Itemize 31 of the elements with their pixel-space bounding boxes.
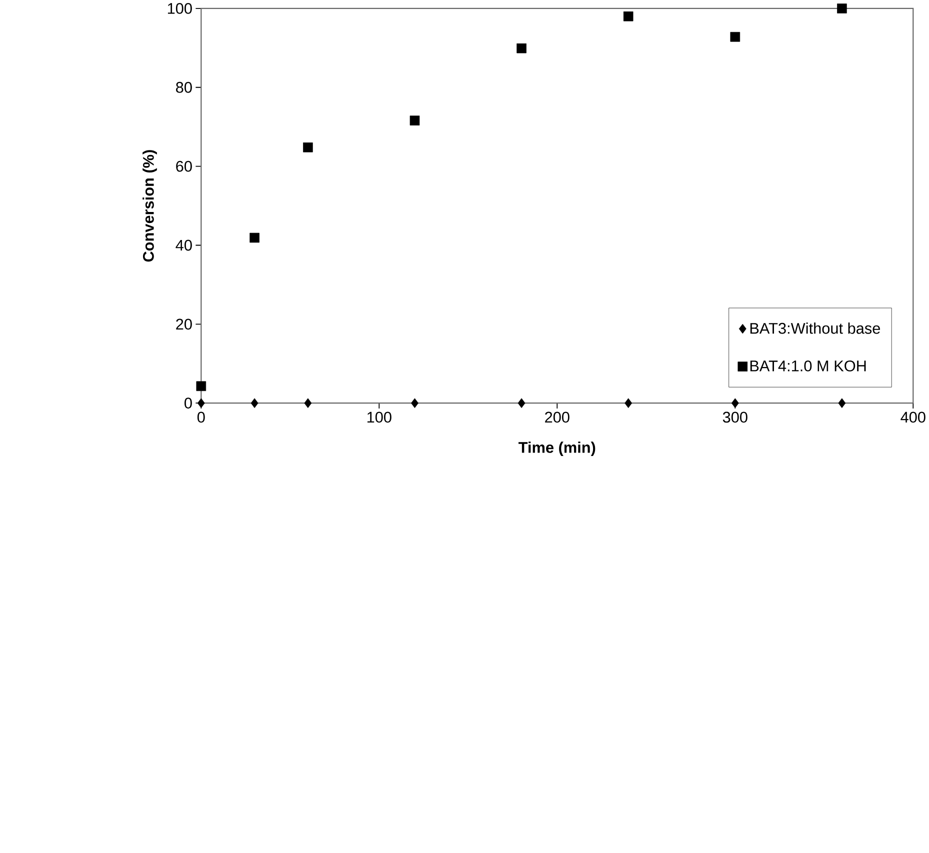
point — [304, 398, 312, 408]
point — [730, 32, 740, 42]
point — [838, 398, 846, 408]
point — [516, 43, 526, 54]
point — [411, 398, 418, 408]
y-tick-label: 20 — [176, 318, 192, 330]
x-tick-label: 0 — [197, 412, 205, 423]
legend-label: BAT4:1.0 M KOH — [750, 360, 866, 372]
point — [837, 4, 847, 14]
point — [731, 398, 739, 408]
point — [624, 398, 632, 408]
y-tick-label: 0 — [184, 398, 192, 409]
x-axis-title: Time (min) — [518, 442, 596, 456]
point — [518, 398, 526, 408]
point — [250, 232, 260, 243]
point — [250, 398, 258, 408]
y-tick-label: 100 — [168, 3, 192, 14]
y-tick-label: 60 — [176, 160, 192, 172]
x-tick-label: 300 — [722, 412, 748, 423]
point — [623, 11, 634, 22]
x-tick-label: 200 — [545, 412, 570, 423]
x-tick-label: 100 — [367, 412, 392, 423]
x-tick-label: 400 — [900, 412, 926, 423]
point — [410, 116, 420, 126]
y-tick-label: 80 — [176, 82, 192, 93]
y-axis-title: Conversion (%) — [142, 150, 157, 262]
y-tick-label: 40 — [176, 240, 192, 251]
point — [196, 381, 206, 392]
legend-label: BAT3:Without base — [750, 322, 880, 334]
point — [197, 398, 205, 408]
point — [303, 142, 313, 152]
